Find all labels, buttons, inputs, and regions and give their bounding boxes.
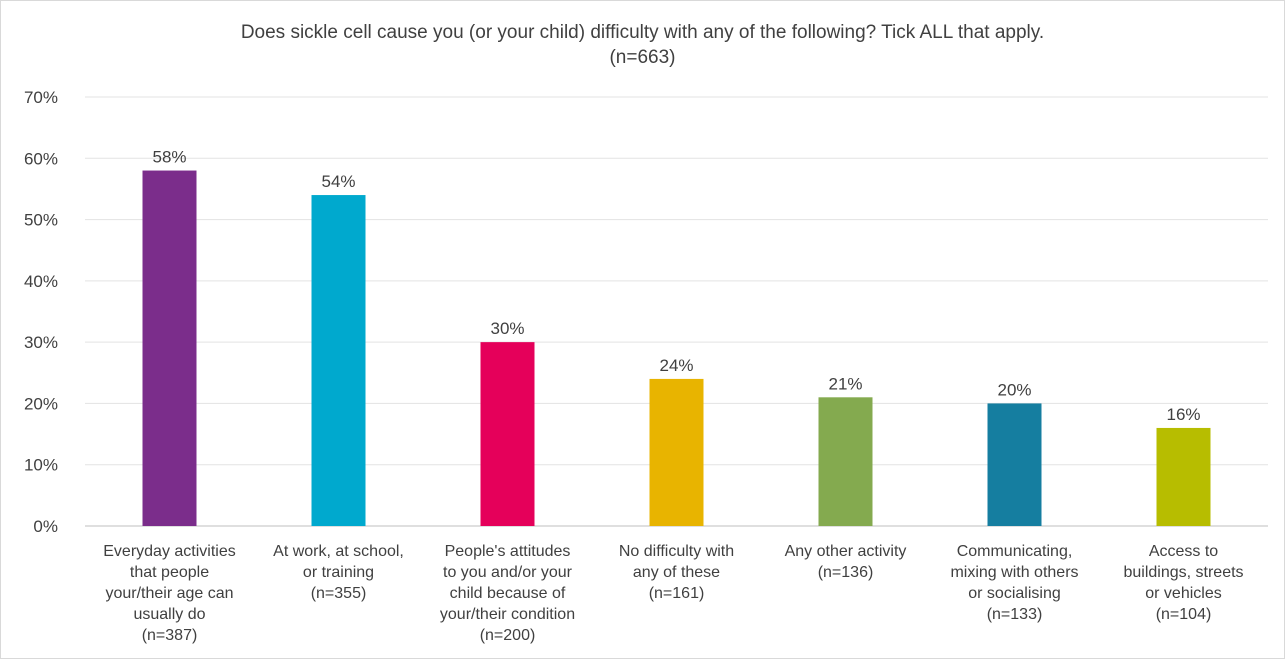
data-label: 21% <box>828 374 862 393</box>
category-label: or socialising <box>968 585 1060 602</box>
category-label: your/their age can <box>105 585 233 602</box>
category-label: (n=355) <box>311 585 367 602</box>
category-label: (n=200) <box>480 627 536 644</box>
bar <box>649 378 704 526</box>
chart-title: Does sickle cell cause you (or your chil… <box>240 22 1045 43</box>
category-label: Access to <box>1149 543 1218 560</box>
category-label: mixing with others <box>950 564 1078 581</box>
data-label: 16% <box>1166 405 1200 424</box>
category-label: usually do <box>133 606 205 623</box>
category-label: child because of <box>450 585 566 602</box>
data-label: 24% <box>659 356 693 375</box>
category-label: (n=104) <box>1156 606 1212 623</box>
bar <box>987 403 1042 526</box>
bar <box>142 170 197 527</box>
chart-title-block: Does sickle cell cause you (or your chil… <box>0 20 1285 70</box>
category-label: Communicating, <box>957 543 1073 560</box>
y-tick-label: 30% <box>24 333 58 352</box>
category-label: At work, at school, <box>273 543 404 560</box>
data-label: 20% <box>997 380 1031 399</box>
category-label: Everyday activities <box>103 543 236 560</box>
category-label: (n=387) <box>142 627 198 644</box>
y-tick-label: 20% <box>24 394 58 413</box>
y-tick-label: 0% <box>33 517 58 536</box>
bar <box>1156 427 1211 526</box>
category-label: your/their condition <box>440 606 575 623</box>
bar <box>311 195 366 527</box>
chart-subtitle: (n=663) <box>609 47 676 68</box>
category-label: that people <box>130 564 209 581</box>
category-label: (n=161) <box>649 585 705 602</box>
y-axis-ticks: 0% 10% 20% 30% 40% 50% 60% 70% <box>24 88 58 536</box>
category-label: or vehicles <box>1145 585 1221 602</box>
category-labels: Everyday activities that people your/their… <box>103 543 1243 644</box>
y-tick-label: 50% <box>24 211 58 230</box>
category-label: No difficulty with <box>619 543 734 560</box>
y-tick-label: 60% <box>24 149 58 168</box>
category-label: any of these <box>633 564 720 581</box>
y-tick-label: 10% <box>24 456 58 475</box>
category-label: Any other activity <box>785 543 907 560</box>
category-label: or training <box>303 564 374 581</box>
value-labels: 58% 54% 30% 24% 21% 20% 16% <box>152 148 1200 424</box>
category-label: buildings, streets <box>1123 564 1243 581</box>
category-label: to you and/or your <box>443 564 573 581</box>
data-label: 30% <box>490 319 524 338</box>
y-tick-label: 70% <box>24 88 58 107</box>
bar <box>818 397 873 526</box>
category-label: (n=136) <box>818 564 874 581</box>
y-tick-label: 40% <box>24 272 58 291</box>
data-label: 58% <box>152 148 186 167</box>
category-label: (n=133) <box>987 606 1043 623</box>
bar <box>480 342 535 526</box>
bars <box>142 170 1211 527</box>
category-label: People's attitudes <box>445 543 571 560</box>
data-label: 54% <box>321 172 355 191</box>
